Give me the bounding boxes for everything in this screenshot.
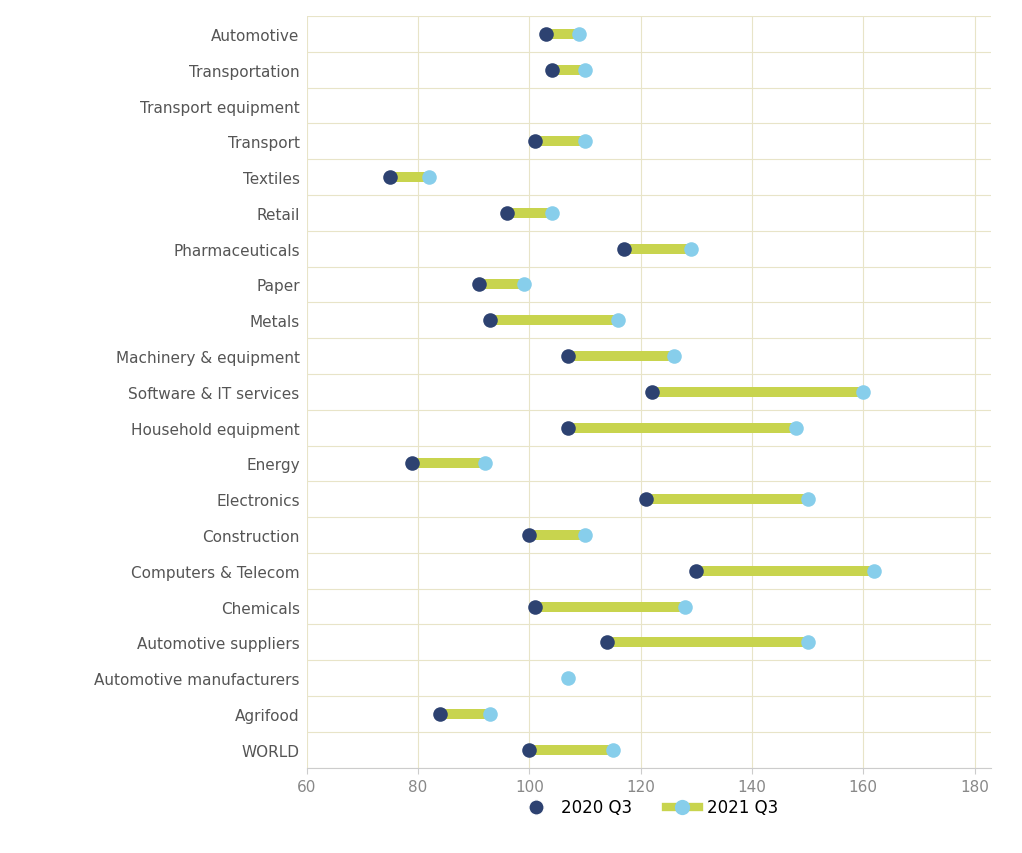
- Point: [421, 171, 437, 185]
- Point: [476, 457, 493, 471]
- Bar: [535, 602, 685, 612]
- Bar: [652, 387, 864, 397]
- Point: [605, 743, 621, 757]
- Point: [576, 136, 593, 149]
- Point: [571, 28, 588, 42]
- Bar: [568, 423, 796, 433]
- Point: [615, 242, 632, 256]
- Bar: [552, 66, 585, 76]
- Bar: [440, 709, 491, 719]
- Bar: [479, 280, 523, 290]
- Point: [683, 242, 699, 256]
- Bar: [546, 30, 579, 40]
- Point: [544, 206, 560, 220]
- Bar: [390, 173, 429, 183]
- Point: [521, 743, 538, 757]
- Point: [576, 64, 593, 78]
- Point: [471, 278, 487, 292]
- Bar: [529, 531, 585, 540]
- Point: [538, 28, 554, 42]
- Point: [688, 565, 704, 578]
- Point: [560, 421, 576, 435]
- Bar: [696, 566, 875, 576]
- Bar: [535, 137, 585, 148]
- Point: [404, 457, 420, 471]
- Point: [560, 350, 576, 363]
- Bar: [529, 745, 613, 755]
- Bar: [607, 637, 807, 647]
- Point: [544, 64, 560, 78]
- Point: [560, 671, 576, 685]
- Point: [521, 529, 538, 543]
- Bar: [507, 209, 552, 218]
- Point: [799, 493, 816, 507]
- Point: [855, 386, 872, 399]
- Point: [432, 707, 449, 721]
- Point: [576, 529, 593, 543]
- Bar: [568, 351, 675, 362]
- Point: [382, 171, 399, 185]
- Bar: [412, 459, 484, 469]
- Bar: [623, 245, 691, 254]
- Point: [499, 206, 515, 220]
- Point: [677, 600, 693, 613]
- Point: [599, 635, 615, 649]
- Bar: [491, 316, 618, 326]
- Point: [610, 314, 626, 328]
- Point: [526, 600, 543, 613]
- Point: [788, 421, 804, 435]
- Point: [638, 493, 654, 507]
- Point: [799, 635, 816, 649]
- Point: [482, 314, 499, 328]
- Point: [666, 350, 683, 363]
- Point: [515, 278, 531, 292]
- Bar: [646, 495, 807, 505]
- Legend: 2020 Q3, 2021 Q3: 2020 Q3, 2021 Q3: [513, 792, 785, 823]
- Point: [644, 386, 660, 399]
- Point: [482, 707, 499, 721]
- Point: [867, 565, 883, 578]
- Point: [526, 136, 543, 149]
